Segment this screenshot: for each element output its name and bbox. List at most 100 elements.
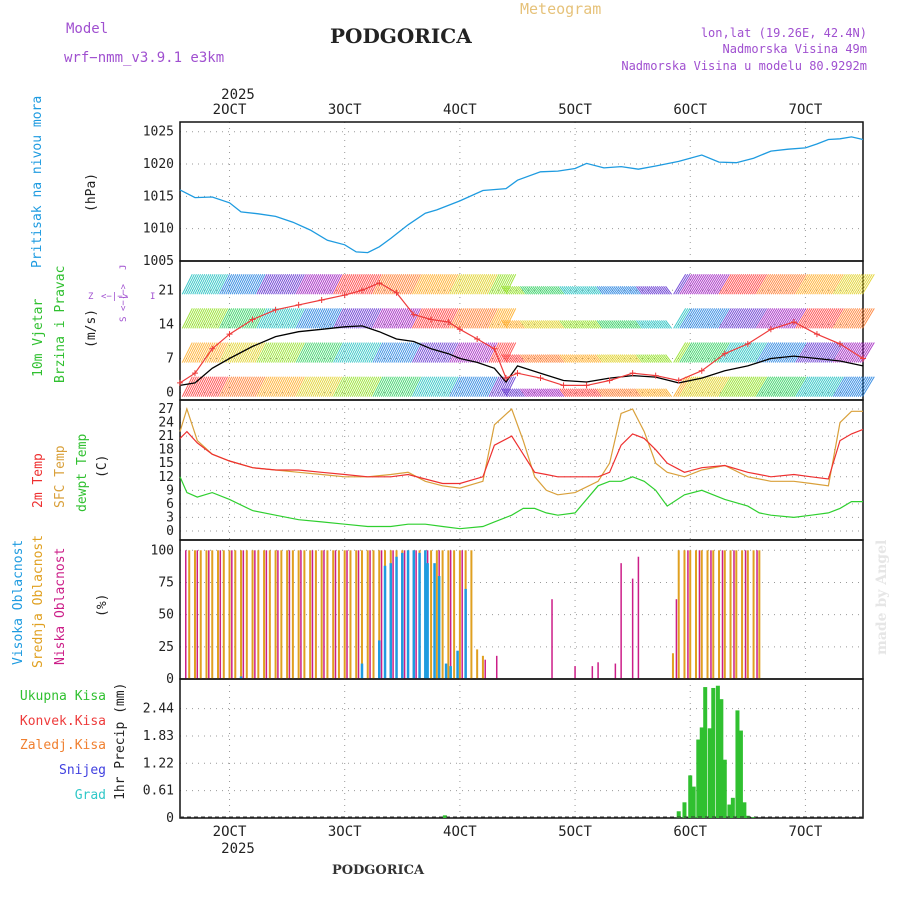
wind-barb bbox=[573, 320, 581, 329]
wind-barb bbox=[532, 320, 540, 329]
low-cloud-bar bbox=[277, 550, 279, 679]
wind-barb bbox=[735, 274, 749, 295]
wind-barb bbox=[304, 308, 316, 329]
wind-barb bbox=[602, 320, 610, 329]
wind-barb bbox=[283, 308, 295, 329]
wind-barb bbox=[291, 274, 303, 295]
wind-barb bbox=[549, 388, 556, 397]
wind-barb bbox=[656, 320, 664, 329]
wind-barb bbox=[293, 376, 305, 397]
wind-barb bbox=[661, 388, 668, 397]
wind-barb bbox=[778, 308, 792, 329]
wind-barb bbox=[745, 342, 759, 363]
wind-barb bbox=[785, 342, 799, 363]
wind-barb bbox=[447, 342, 459, 363]
wind-barb bbox=[534, 285, 542, 295]
wind-barb bbox=[766, 274, 780, 295]
wind-barb bbox=[482, 274, 494, 295]
wind-barb bbox=[845, 376, 859, 397]
wind-barb bbox=[774, 308, 788, 329]
gust-marker bbox=[474, 336, 481, 343]
wind-barb bbox=[476, 342, 488, 363]
wind-barb bbox=[805, 376, 819, 397]
top-year: 2025 bbox=[221, 87, 255, 103]
wind-barb bbox=[395, 376, 407, 397]
wind-barb bbox=[256, 274, 268, 295]
wind-barb bbox=[526, 388, 534, 397]
wind-barb bbox=[275, 376, 287, 397]
wind-barb bbox=[474, 376, 486, 397]
wind-barb bbox=[451, 274, 463, 295]
wind-barb bbox=[295, 342, 307, 363]
wind-barb bbox=[457, 308, 469, 329]
wind-barb bbox=[202, 308, 214, 329]
mid-cloud-bar bbox=[683, 550, 686, 679]
wind-barb bbox=[623, 285, 631, 295]
wind-barb bbox=[789, 308, 803, 329]
wind-barb bbox=[505, 354, 513, 363]
wind-barb bbox=[582, 285, 590, 295]
wind-barb bbox=[356, 308, 367, 329]
bottom-date-tick: 3OCT bbox=[328, 824, 362, 840]
wind-barb bbox=[389, 308, 401, 329]
wind-barb bbox=[646, 320, 654, 329]
wind-barb bbox=[366, 308, 378, 329]
wind-barb bbox=[708, 308, 722, 329]
wind-barb bbox=[382, 376, 394, 397]
wind-barb bbox=[496, 308, 508, 329]
wind-barb bbox=[830, 376, 844, 397]
wind-barb bbox=[432, 308, 444, 329]
gust-marker bbox=[502, 375, 509, 382]
wind-barb bbox=[706, 308, 720, 329]
wind-barb bbox=[430, 376, 442, 397]
low-cloud-bar bbox=[334, 550, 337, 679]
wind-barb bbox=[308, 376, 320, 397]
wind-barb bbox=[849, 376, 863, 397]
wind-barb bbox=[229, 376, 241, 397]
wind-barb bbox=[658, 354, 666, 363]
wind-barb bbox=[393, 308, 405, 329]
wind-barb bbox=[654, 320, 662, 329]
wind-barb bbox=[722, 308, 736, 329]
wind-barb bbox=[472, 308, 483, 329]
wind-barb bbox=[714, 274, 728, 295]
wind-barb bbox=[407, 342, 419, 363]
wind-barb bbox=[812, 274, 825, 295]
wind-barb bbox=[227, 274, 239, 295]
wind-barb bbox=[200, 342, 212, 363]
wind-barb bbox=[747, 376, 761, 397]
wind-barb bbox=[652, 320, 660, 329]
wind-barb bbox=[432, 376, 444, 397]
wind-barb bbox=[855, 342, 869, 363]
wind-barb bbox=[834, 342, 848, 363]
wind-barb bbox=[287, 308, 299, 329]
gust-marker bbox=[767, 326, 774, 333]
wind-barb bbox=[447, 308, 459, 329]
wind-barb bbox=[632, 388, 639, 397]
gust-marker bbox=[813, 331, 820, 338]
wind-barb bbox=[190, 274, 202, 295]
wind-barb bbox=[551, 285, 558, 295]
wind-barb bbox=[828, 376, 842, 397]
wind-barb bbox=[737, 274, 751, 295]
wind-barb bbox=[615, 320, 623, 329]
precip-bar bbox=[727, 804, 732, 818]
wind-barb bbox=[399, 342, 411, 363]
pressure-panel-ytick: 1005 bbox=[143, 254, 174, 269]
wind-barb bbox=[486, 274, 498, 295]
wind-barb bbox=[861, 274, 875, 295]
wind-barb bbox=[611, 388, 619, 397]
precip-bar bbox=[742, 802, 747, 818]
wind-barb bbox=[364, 308, 376, 329]
low-cloud-bar bbox=[323, 550, 325, 679]
wind-barb bbox=[372, 308, 384, 329]
pressure-panel-ytick: 1020 bbox=[143, 157, 174, 172]
wind-barb bbox=[650, 354, 658, 363]
wind-barb bbox=[407, 274, 419, 295]
wind-barb bbox=[617, 388, 625, 397]
wind-barb bbox=[855, 308, 869, 329]
wind-barb bbox=[443, 376, 454, 397]
wind-barb bbox=[358, 342, 369, 363]
coords-label: lon,lat (19.26E, 42.4N) bbox=[701, 26, 867, 40]
wind-barb bbox=[758, 342, 772, 363]
